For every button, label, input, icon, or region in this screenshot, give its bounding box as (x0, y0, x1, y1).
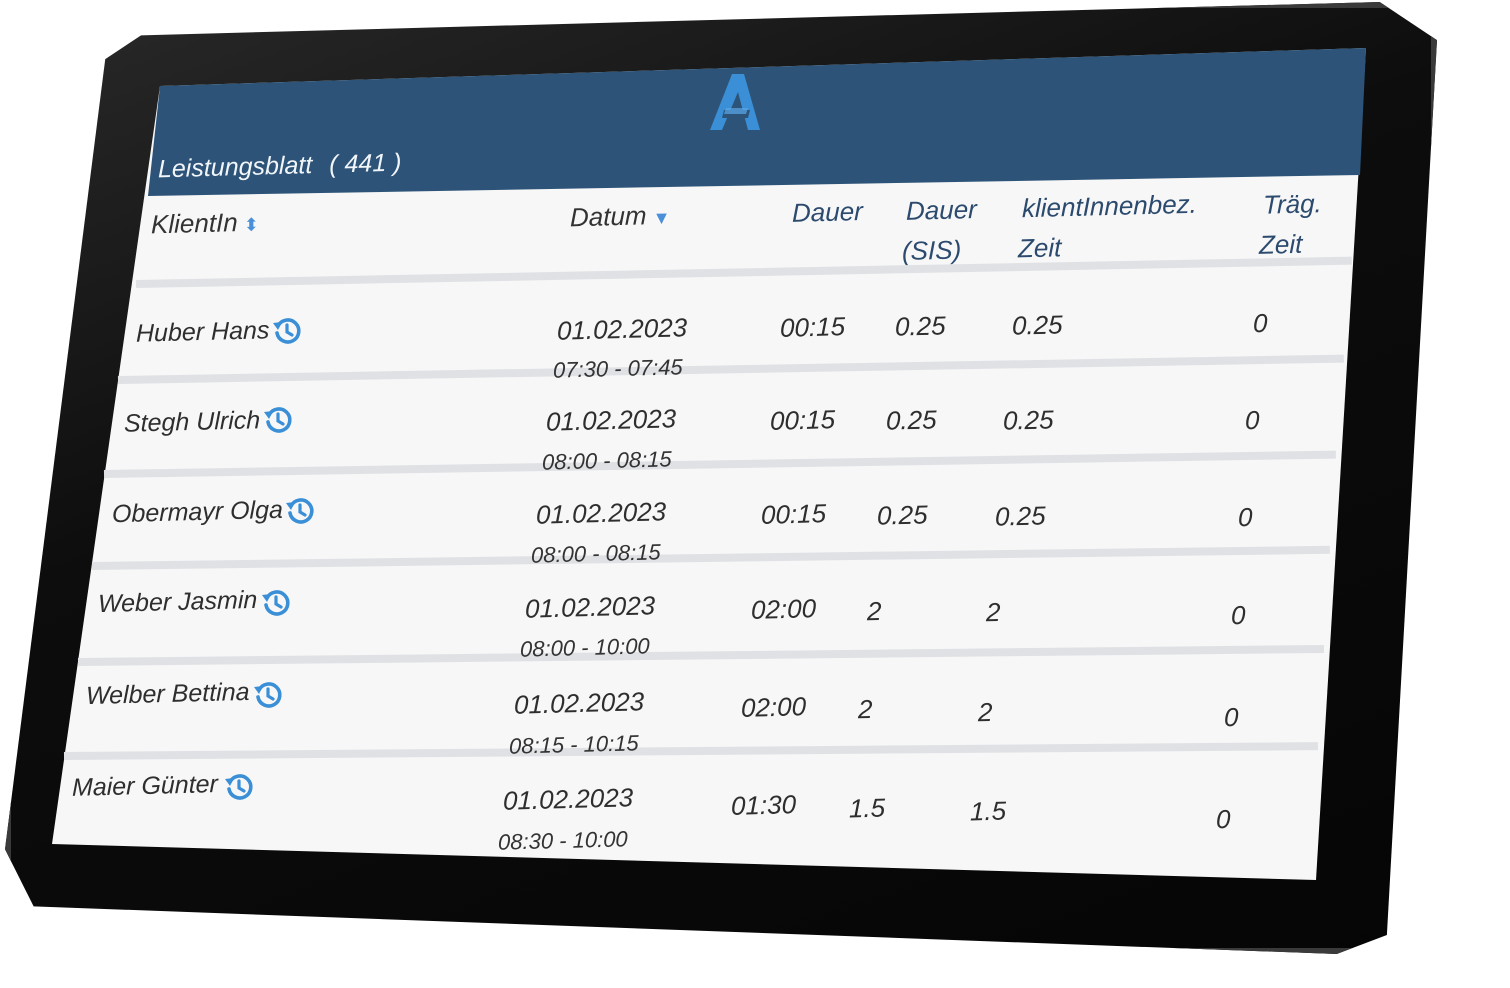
date: 01.02.2023 (525, 590, 656, 624)
duration: 00:15 (780, 311, 846, 343)
col-header-duration-sis-line1: Dauer (906, 194, 977, 226)
col-header-client-time-line1: klientInnenbez. (1022, 188, 1197, 224)
app-logo-icon (710, 74, 760, 130)
history-icon[interactable] (272, 316, 302, 346)
client-name[interactable]: Huber Hans (136, 316, 270, 348)
client-time: 0.25 (1012, 309, 1063, 341)
client-time: 0.25 (1003, 404, 1054, 436)
duration-sis: 2 (867, 595, 882, 627)
client-time: 0.25 (995, 500, 1046, 532)
carrier-time: 0 (1245, 404, 1260, 436)
client-name[interactable]: Welber Bettina (86, 677, 250, 711)
carrier-time: 0 (1216, 803, 1231, 835)
date: 01.02.2023 (503, 782, 634, 816)
carrier-time: 0 (1253, 307, 1268, 339)
sort-desc-icon[interactable]: ▼ (652, 207, 671, 229)
client-name[interactable]: Maier Günter (72, 770, 218, 802)
col-header-duration-sis[interactable]: Dauer (SIS) (902, 191, 977, 269)
col-header-carrier-time[interactable]: Träg. Zeit (1259, 185, 1322, 263)
duration-sis: 0.25 (877, 499, 928, 531)
time-range: 07:30 - 07:45 (553, 354, 683, 383)
date: 01.02.2023 (514, 686, 645, 720)
history-icon[interactable] (285, 496, 315, 526)
col-header-client[interactable]: KlientIn ⬍ (151, 204, 259, 246)
col-header-client-label: KlientIn (151, 207, 238, 240)
col-header-date[interactable]: Datum ▼ (570, 197, 670, 239)
record-count: ( 441 ) (329, 148, 402, 179)
time-range: 08:00 - 08:15 (542, 446, 672, 475)
col-header-client-time[interactable]: klientInnenbez. Zeit (1018, 186, 1197, 267)
col-header-duration-label: Dauer (792, 196, 863, 228)
client-name[interactable]: Weber Jasmin (98, 585, 258, 619)
history-icon[interactable] (261, 588, 291, 618)
duration: 02:00 (751, 593, 817, 625)
duration-sis: 2 (858, 693, 873, 725)
duration-sis: 0.25 (886, 404, 937, 436)
client-time: 2 (978, 696, 993, 728)
duration: 00:15 (761, 498, 827, 530)
time-range: 08:00 - 08:15 (531, 539, 661, 568)
duration: 01:30 (731, 789, 797, 821)
time-range: 08:00 - 10:00 (520, 633, 650, 662)
date: 01.02.2023 (557, 312, 688, 346)
col-header-carrier-time-line1: Träg. (1263, 188, 1322, 220)
carrier-time: 0 (1238, 501, 1253, 533)
duration-sis: 1.5 (849, 792, 886, 824)
date: 01.02.2023 (546, 403, 677, 437)
sort-both-icon[interactable]: ⬍ (243, 214, 259, 235)
client-name[interactable]: Stegh Ulrich (124, 406, 261, 438)
col-header-duration[interactable]: Dauer (792, 193, 863, 231)
page-title-text: Leistungsblatt (158, 151, 313, 184)
history-icon[interactable] (253, 680, 283, 710)
history-icon[interactable] (263, 405, 293, 435)
carrier-time: 0 (1224, 701, 1239, 733)
time-range: 08:30 - 10:00 (498, 826, 628, 855)
duration: 02:00 (741, 691, 807, 723)
duration-sis: 0.25 (895, 310, 946, 342)
col-header-date-label: Datum (570, 200, 647, 233)
history-icon[interactable] (224, 772, 254, 802)
client-time: 2 (986, 596, 1001, 628)
client-name[interactable]: Obermayr Olga (112, 495, 283, 529)
duration: 00:15 (770, 404, 836, 436)
time-range: 08:15 - 10:15 (509, 730, 639, 759)
carrier-time: 0 (1231, 599, 1246, 631)
client-time: 1.5 (970, 795, 1007, 827)
date: 01.02.2023 (536, 496, 667, 530)
